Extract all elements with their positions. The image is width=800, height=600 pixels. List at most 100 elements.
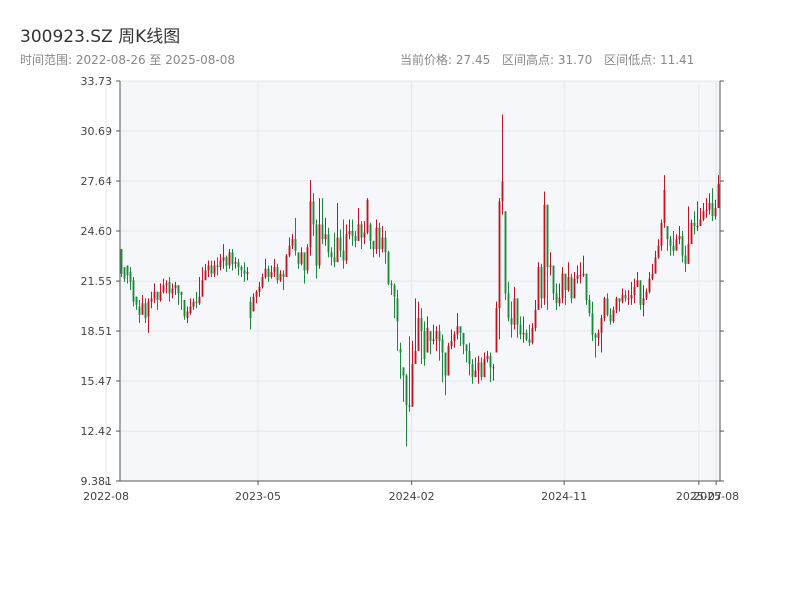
candle-body (276, 267, 279, 281)
candle-body (357, 224, 360, 241)
candle-body (177, 285, 180, 294)
period-high-label: 区间高点: 31.70 (502, 53, 593, 67)
candle-body (564, 273, 567, 291)
candle-body (603, 298, 606, 319)
candle-body (216, 265, 219, 268)
candle-body (594, 334, 597, 338)
current-price-label: 当前价格: 27.45 (400, 53, 491, 67)
candle-body (621, 295, 624, 302)
candle-body (615, 298, 618, 310)
candle-body (456, 326, 459, 335)
candle-body (306, 247, 309, 271)
candle-body (255, 291, 258, 297)
candle-body (180, 291, 183, 296)
candle-body (573, 278, 576, 299)
candle-body (270, 272, 273, 277)
stats-bar: 当前价格: 27.45 区间高点: 31.70 区间低点: 11.41 (400, 51, 702, 68)
candle-body (699, 219, 702, 227)
candle-body (690, 222, 693, 245)
x-tick-label: 2024-11 (541, 490, 587, 503)
candle-body (618, 298, 621, 302)
candle-body (282, 273, 285, 277)
candle-body (507, 293, 510, 319)
candle-body (393, 285, 396, 297)
x-tick-label: 2025-07 (676, 490, 722, 503)
candle-body (567, 276, 570, 291)
candle-body (300, 252, 303, 264)
candle-body (666, 226, 669, 240)
candle-body (135, 296, 138, 305)
y-tick-label: 9.381 (81, 475, 113, 488)
candle-body (171, 288, 174, 294)
candle-body (582, 273, 585, 276)
candle-body (555, 293, 558, 304)
candle-body (366, 199, 369, 233)
candle-body (630, 295, 633, 299)
candle-body (378, 227, 381, 250)
candle-body (315, 224, 318, 266)
candle-body (693, 222, 696, 227)
candle-body (411, 364, 414, 407)
candle-body (351, 230, 354, 236)
period-low-label: 区间低点: 11.41 (604, 53, 695, 67)
candle-body (570, 276, 573, 299)
candle-body (342, 250, 345, 261)
candle-body (123, 267, 126, 279)
candle-body (372, 240, 375, 250)
candle-body (516, 298, 519, 325)
candle-body (150, 298, 153, 302)
candle-body (528, 339, 531, 343)
x-tick-label: 2024-02 (389, 490, 435, 503)
candle-body (525, 332, 528, 340)
candle-body (237, 262, 240, 268)
candle-body (645, 291, 648, 299)
candle-body (369, 224, 372, 241)
candle-body (438, 331, 441, 342)
candle-body (201, 280, 204, 297)
candle-body (510, 318, 513, 325)
candle-body (204, 270, 207, 281)
candle-body (474, 370, 477, 378)
candle-body (648, 278, 651, 292)
candle-body (273, 267, 276, 273)
chart-title: 300923.SZ 周K线图 (20, 27, 181, 47)
candle-body (261, 276, 264, 287)
candle-body (168, 281, 171, 294)
candle-body (681, 235, 684, 256)
candle-body (219, 260, 222, 268)
candle-body (531, 327, 534, 343)
candle-body (381, 237, 384, 250)
candle-body (243, 270, 246, 274)
candle-body (285, 255, 288, 277)
candle-body (222, 257, 225, 261)
candle-body (396, 298, 399, 322)
candle-body (387, 252, 390, 284)
candle-body (684, 255, 687, 264)
y-tick-label: 15.47 (81, 375, 113, 388)
candle-body (189, 306, 192, 314)
x-tick-label: 2022-08 (83, 490, 129, 503)
candle-body (318, 224, 321, 266)
candle-body (192, 301, 195, 307)
candle-body (294, 239, 297, 251)
candle-body (402, 367, 405, 376)
candle-body (258, 286, 261, 292)
candle-body (624, 295, 627, 299)
candle-body (420, 318, 423, 332)
candle-body (669, 239, 672, 246)
candle-body (267, 268, 270, 277)
candle-body (234, 262, 237, 264)
candle-body (408, 405, 411, 407)
candle-body (375, 227, 378, 250)
candle-body (384, 237, 387, 253)
candle-body (714, 207, 717, 217)
candle-body (657, 245, 660, 258)
candle-body (240, 267, 243, 271)
candle-body (195, 301, 198, 304)
candle-body (312, 201, 315, 225)
candle-body (705, 209, 708, 212)
candle-body (210, 265, 213, 274)
candle-body (363, 232, 366, 238)
candle-body (390, 283, 393, 286)
candle-body (675, 239, 678, 251)
